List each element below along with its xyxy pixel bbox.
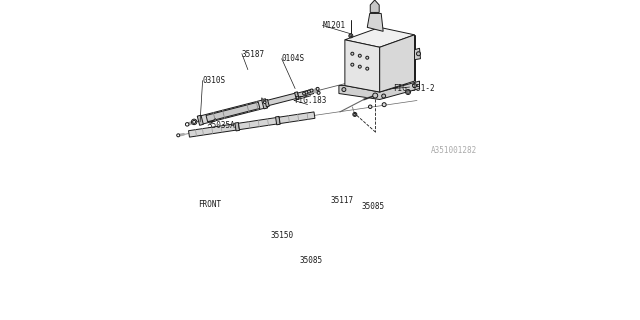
Circle shape [186,123,189,126]
Circle shape [316,87,319,90]
Circle shape [317,92,320,94]
Polygon shape [367,13,383,31]
Polygon shape [339,81,419,100]
Polygon shape [415,48,420,60]
Circle shape [353,112,357,116]
Circle shape [342,88,346,92]
Polygon shape [265,100,269,107]
Circle shape [366,67,369,70]
Text: 0104S: 0104S [282,54,305,63]
Text: 35150: 35150 [270,231,293,240]
Circle shape [177,134,180,137]
Circle shape [303,92,305,95]
Circle shape [350,35,352,37]
Circle shape [406,90,410,94]
Polygon shape [206,102,260,122]
Polygon shape [189,124,238,137]
Circle shape [351,63,354,66]
Polygon shape [276,116,280,125]
Polygon shape [279,112,315,124]
Text: 35187: 35187 [242,50,265,59]
Text: 35117: 35117 [331,196,354,205]
Text: FIG.183: FIG.183 [294,96,326,105]
Circle shape [310,89,313,92]
Polygon shape [380,35,415,92]
Circle shape [407,91,410,93]
Circle shape [351,52,354,55]
Circle shape [369,105,372,108]
Text: FRONT: FRONT [198,200,221,210]
Circle shape [382,103,386,107]
Text: FIG.351-2: FIG.351-2 [393,84,435,93]
Circle shape [354,113,356,116]
Text: 35035A: 35035A [207,121,236,130]
Circle shape [358,65,362,68]
Polygon shape [298,89,314,97]
Circle shape [193,120,196,124]
Polygon shape [198,99,268,124]
Circle shape [308,90,310,93]
Circle shape [191,119,197,124]
Circle shape [366,56,369,59]
Circle shape [358,54,362,57]
Circle shape [413,84,417,88]
Text: 35085: 35085 [362,203,385,212]
Text: A351001282: A351001282 [431,146,477,155]
Circle shape [381,94,386,98]
Circle shape [264,101,266,104]
Text: 0310S: 0310S [203,76,226,85]
Text: M1201: M1201 [323,21,346,30]
Polygon shape [262,99,268,109]
Text: 35085: 35085 [299,256,322,265]
Polygon shape [266,93,297,106]
Polygon shape [371,0,379,12]
Polygon shape [294,92,299,99]
Circle shape [349,34,353,38]
Polygon shape [235,123,239,131]
Circle shape [372,93,378,98]
Polygon shape [239,117,278,130]
Circle shape [305,91,308,94]
Polygon shape [345,28,415,47]
Polygon shape [197,115,204,125]
Polygon shape [345,40,380,92]
Circle shape [417,52,420,56]
